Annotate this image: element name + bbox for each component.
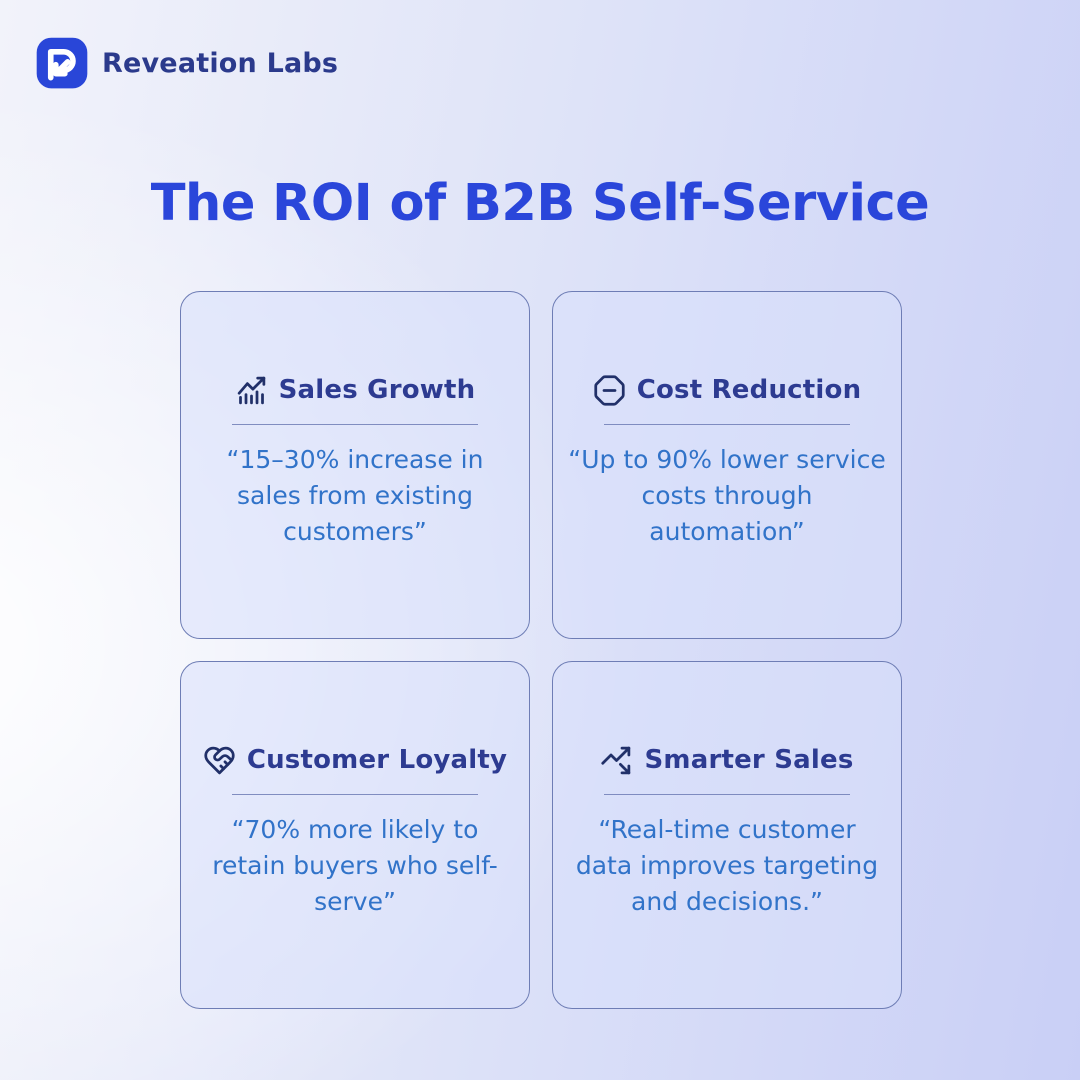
card-quote: “Real-time customer data improves target… xyxy=(575,814,879,916)
card-divider xyxy=(604,793,850,795)
card-divider xyxy=(604,423,850,425)
card-heading: Cost Reduction xyxy=(636,375,862,405)
card-divider xyxy=(232,423,478,425)
trending-up-down-icon xyxy=(601,746,631,774)
card-quote: “Up to 90% lower service costs through a… xyxy=(568,444,886,546)
brand-header: Reveation Labs xyxy=(35,36,338,90)
heart-handshake-icon xyxy=(204,746,235,774)
octagon-minus-icon xyxy=(594,374,625,406)
card-header: Sales Growth xyxy=(235,374,476,407)
card-divider xyxy=(232,793,478,795)
card-header: Smarter Sales xyxy=(600,744,853,777)
stat-card-customer-loyalty: Customer Loyalty “70% more likely to ret… xyxy=(180,661,530,1009)
stat-card-smarter-sales: Smarter Sales “Real-time customer data i… xyxy=(552,661,902,1009)
brand-name: Reveation Labs xyxy=(102,47,339,79)
page-title: The ROI of B2B Self-Service xyxy=(150,174,930,234)
card-quote: “70% more likely to retain buyers who se… xyxy=(212,814,498,916)
card-heading: Customer Loyalty xyxy=(246,745,508,775)
bar-chart-growth-icon xyxy=(237,376,265,404)
card-quote: “15–30% increase in sales from existing … xyxy=(226,444,484,546)
cards-grid: Sales Growth “15–30% increase in sales f… xyxy=(180,291,902,1009)
card-heading: Sales Growth xyxy=(278,375,476,405)
card-header: Cost Reduction xyxy=(593,374,862,407)
card-header: Customer Loyalty xyxy=(203,744,507,777)
card-heading: Smarter Sales xyxy=(644,745,854,775)
stat-card-cost-reduction: Cost Reduction “Up to 90% lower service … xyxy=(552,291,902,639)
stat-card-sales-growth: Sales Growth “15–30% increase in sales f… xyxy=(180,291,530,639)
reveation-logo-icon xyxy=(36,37,88,89)
